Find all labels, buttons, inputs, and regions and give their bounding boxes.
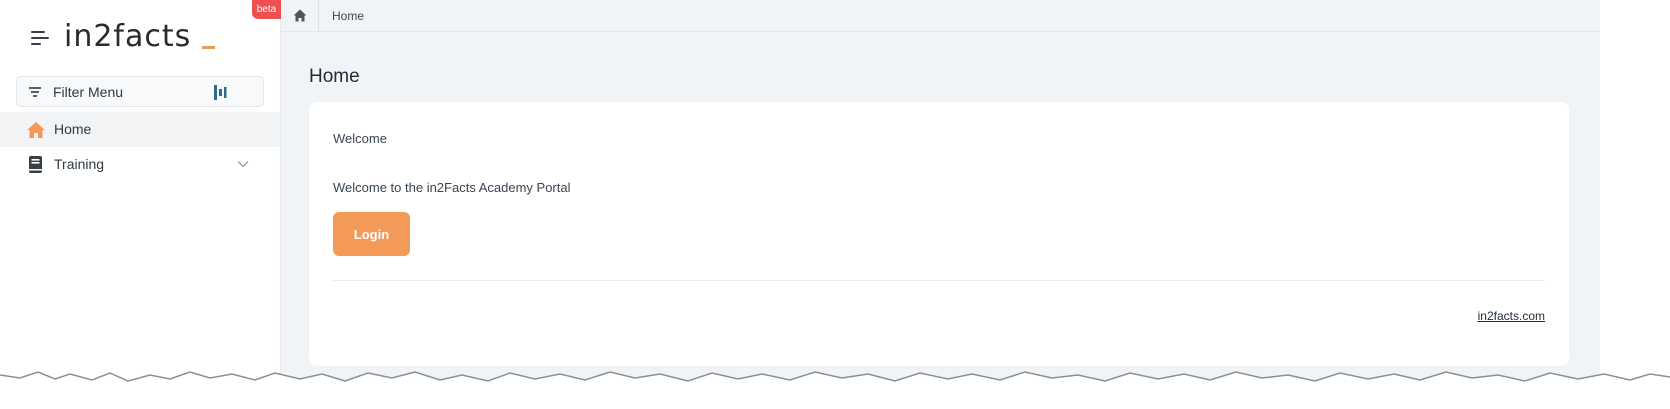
- torn-edge-decoration: [0, 371, 1670, 409]
- divider: [333, 280, 1545, 281]
- breadcrumb-current: Home: [332, 9, 365, 23]
- brand-mark-icon: [214, 85, 227, 100]
- sidebar-item-label: Home: [54, 121, 92, 137]
- login-button[interactable]: Login: [333, 212, 410, 256]
- footer-link[interactable]: in2facts.com: [1477, 309, 1545, 323]
- sidebar-item-home[interactable]: Home: [0, 112, 280, 147]
- app-frame: in2facts beta Filter Menu Home: [0, 0, 1600, 409]
- filter-menu[interactable]: Filter Menu: [16, 76, 264, 107]
- page-title: Home: [309, 66, 360, 87]
- filter-icon: [29, 87, 41, 97]
- welcome-card: Welcome Welcome to the in2Facts Academy …: [309, 102, 1569, 366]
- breadcrumb: Home: [281, 0, 1600, 32]
- beta-badge: beta: [252, 0, 281, 19]
- welcome-heading: Welcome: [333, 131, 387, 146]
- breadcrumb-separator: [318, 0, 319, 31]
- sidebar: in2facts beta Filter Menu Home: [0, 0, 281, 409]
- logo: in2facts: [64, 19, 192, 54]
- logo-underscore: [202, 46, 215, 49]
- filter-menu-label: Filter Menu: [53, 84, 124, 100]
- chevron-down-icon[interactable]: [236, 157, 250, 171]
- main-content: Home Home Welcome Welcome to the in2Fact…: [281, 0, 1600, 409]
- sidebar-item-label: Training: [54, 156, 105, 172]
- welcome-text: Welcome to the in2Facts Academy Portal: [333, 180, 571, 195]
- home-icon: [27, 122, 45, 138]
- home-icon[interactable]: [293, 9, 307, 22]
- book-icon: [29, 156, 42, 173]
- menu-toggle-icon[interactable]: [31, 31, 49, 45]
- sidebar-item-training[interactable]: Training: [0, 147, 280, 182]
